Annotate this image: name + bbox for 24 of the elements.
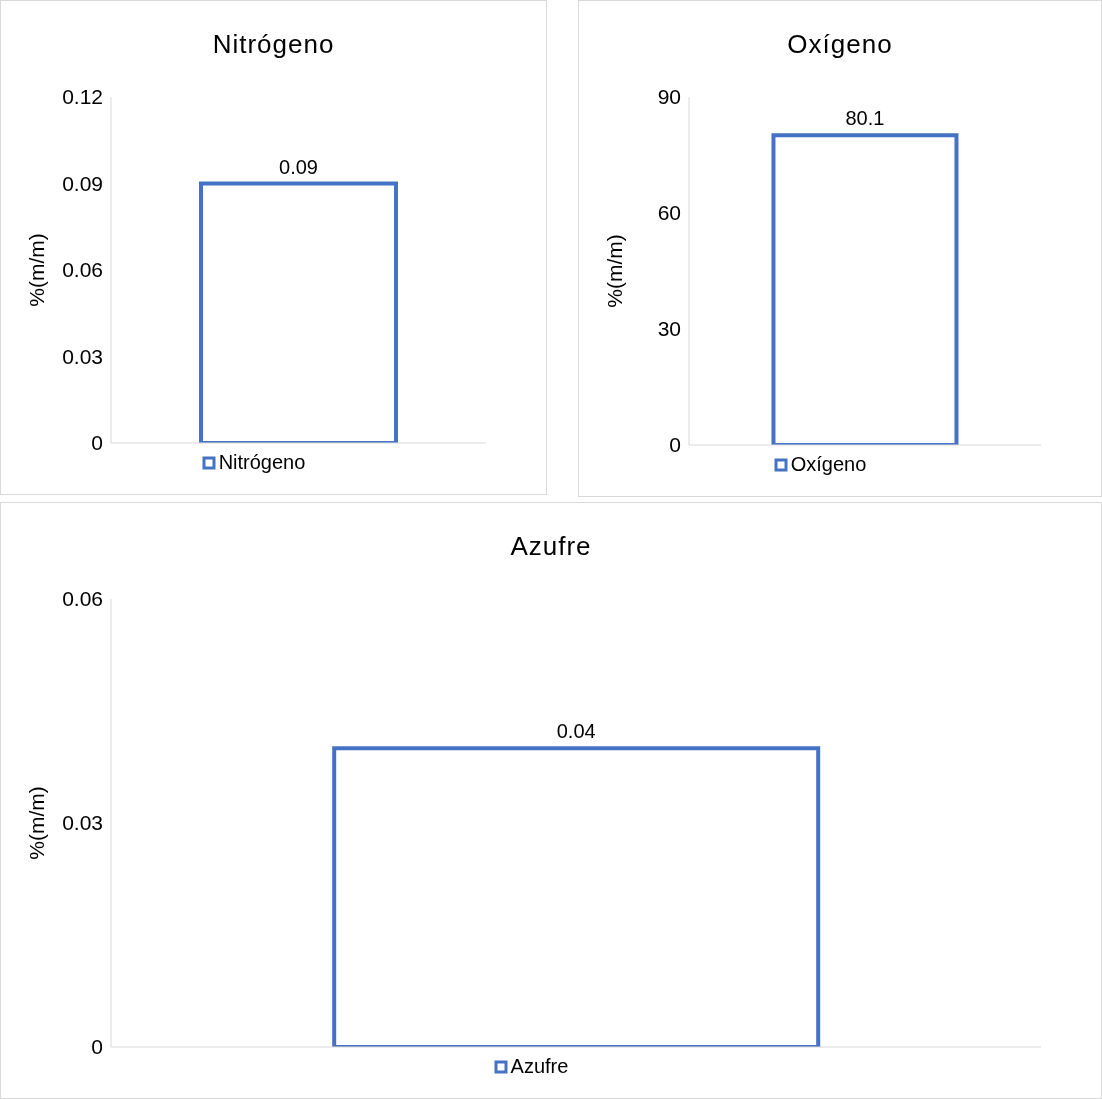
y-tick-label: 0: [91, 1035, 103, 1059]
legend-label: Azufre: [509, 1055, 569, 1078]
y-tick-label: 0: [91, 431, 103, 455]
data-label: 0.04: [556, 720, 596, 743]
y-tick-label: 0.03: [62, 811, 103, 835]
y-tick-label: 90: [657, 85, 681, 109]
data-label: 80.1: [845, 107, 885, 130]
y-tick-label: 0.06: [62, 258, 103, 282]
y-axis-title: %(m/m): [25, 233, 49, 307]
y-axis-title: %(m/m): [603, 234, 627, 308]
y-tick-label: 0.12: [62, 85, 103, 109]
legend-label: Nitrógeno: [217, 451, 306, 474]
chart-title: Nitrógeno: [211, 29, 336, 60]
y-tick-label: 0.09: [62, 171, 103, 195]
y-axis-title: %(m/m): [25, 786, 49, 860]
data-label: 0.09: [279, 155, 318, 178]
legend-label: Oxígeno: [789, 453, 867, 476]
y-tick-label: 30: [657, 317, 681, 341]
y-tick-label: 0.03: [62, 344, 103, 368]
y-tick-label: 60: [657, 201, 681, 225]
y-tick-label: 0.06: [62, 587, 103, 611]
chart-title: Azufre: [509, 531, 593, 562]
chart-title: Oxígeno: [786, 29, 894, 60]
y-tick-label: 0: [669, 433, 681, 457]
